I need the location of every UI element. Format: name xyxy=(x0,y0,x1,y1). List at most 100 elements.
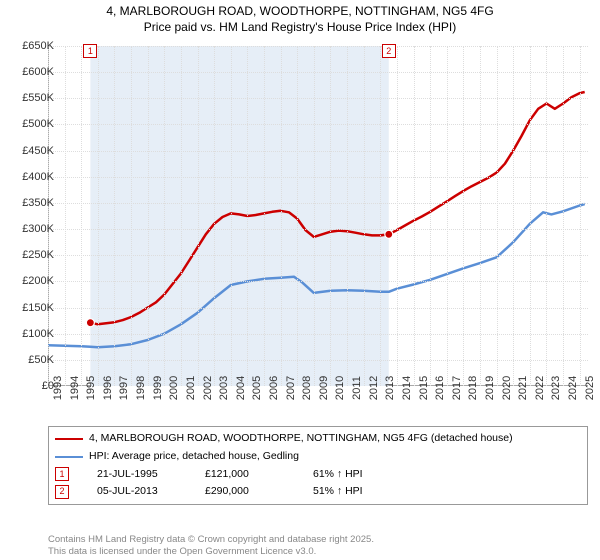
gridline-v xyxy=(513,46,514,386)
footnote: Contains HM Land Registry data © Crown c… xyxy=(48,534,374,558)
xtick-label: 1993 xyxy=(52,376,64,400)
sale-delta-2: 51% ↑ HPI xyxy=(313,484,393,500)
gridline-v xyxy=(430,46,431,386)
ytick-label: £550K xyxy=(22,92,54,104)
xtick-label: 2018 xyxy=(467,376,479,400)
sale-price-2: £290,000 xyxy=(205,484,285,500)
chart-marker-label: 1 xyxy=(83,44,97,58)
sale-row-2: 2 05-JUL-2013 £290,000 51% ↑ HPI xyxy=(55,484,581,500)
xtick-label: 2016 xyxy=(434,376,446,400)
ytick-label: £300K xyxy=(22,223,54,235)
swatch-hpi xyxy=(55,456,83,458)
xtick-label: 2009 xyxy=(318,376,330,400)
legend-label-subject: 4, MARLBOROUGH ROAD, WOODTHORPE, NOTTING… xyxy=(89,431,513,447)
swatch-subject xyxy=(55,438,83,440)
xtick-label: 2025 xyxy=(584,376,596,400)
xtick-label: 2013 xyxy=(384,376,396,400)
xtick-label: 2024 xyxy=(567,376,579,400)
xtick-label: 2019 xyxy=(484,376,496,400)
gridline-v xyxy=(546,46,547,386)
gridline-h xyxy=(48,98,588,99)
chart-container: 4, MARLBOROUGH ROAD, WOODTHORPE, NOTTING… xyxy=(0,0,600,560)
gridline-v xyxy=(98,46,99,386)
ytick-label: £350K xyxy=(22,197,54,209)
title-block: 4, MARLBOROUGH ROAD, WOODTHORPE, NOTTING… xyxy=(0,0,600,35)
ytick-label: £450K xyxy=(22,145,54,157)
xtick-label: 2021 xyxy=(517,376,529,400)
gridline-v xyxy=(148,46,149,386)
xtick-label: 2023 xyxy=(550,376,562,400)
ytick-label: £250K xyxy=(22,249,54,261)
gridline-v xyxy=(247,46,248,386)
xtick-label: 2000 xyxy=(168,376,180,400)
gridline-h xyxy=(48,46,588,47)
xtick-label: 2003 xyxy=(218,376,230,400)
gridline-v xyxy=(314,46,315,386)
ytick-label: £600K xyxy=(22,66,54,78)
gridline-h xyxy=(48,229,588,230)
gridline-h xyxy=(48,124,588,125)
chart-marker-label: 2 xyxy=(382,44,396,58)
ytick-label: £650K xyxy=(22,40,54,52)
xtick-label: 2002 xyxy=(202,376,214,400)
xtick-label: 2015 xyxy=(418,376,430,400)
plot-svg xyxy=(48,46,588,386)
gridline-v xyxy=(297,46,298,386)
gridline-v xyxy=(281,46,282,386)
sale-price-1: £121,000 xyxy=(205,467,285,483)
ytick-label: £200K xyxy=(22,275,54,287)
gridline-h xyxy=(48,334,588,335)
xtick-label: 2014 xyxy=(401,376,413,400)
gridline-v xyxy=(114,46,115,386)
xtick-label: 2007 xyxy=(285,376,297,400)
gridline-v xyxy=(214,46,215,386)
marker-badge-2: 2 xyxy=(55,485,69,499)
xtick-label: 2004 xyxy=(235,376,247,400)
xtick-label: 2001 xyxy=(185,376,197,400)
ytick-label: £50K xyxy=(28,354,54,366)
sale-date-2: 05-JUL-2013 xyxy=(97,484,177,500)
gridline-v xyxy=(81,46,82,386)
gridline-v xyxy=(364,46,365,386)
xtick-label: 1995 xyxy=(85,376,97,400)
sale-row-1: 1 21-JUL-1995 £121,000 61% ↑ HPI xyxy=(55,467,581,483)
marker-badge-1: 1 xyxy=(55,467,69,481)
gridline-h xyxy=(48,255,588,256)
gridline-v xyxy=(530,46,531,386)
xtick-label: 2022 xyxy=(534,376,546,400)
sale-date-1: 21-JUL-1995 xyxy=(97,467,177,483)
marker-num-2: 2 xyxy=(59,485,64,499)
gridline-v xyxy=(463,46,464,386)
sale-delta-1: 61% ↑ HPI xyxy=(313,467,393,483)
footnote-line-2: This data is licensed under the Open Gov… xyxy=(48,546,374,558)
xtick-label: 1996 xyxy=(102,376,114,400)
xtick-label: 1998 xyxy=(135,376,147,400)
xtick-label: 1994 xyxy=(69,376,81,400)
legend-box: 4, MARLBOROUGH ROAD, WOODTHORPE, NOTTING… xyxy=(48,426,588,505)
gridline-v xyxy=(264,46,265,386)
marker-num-1: 1 xyxy=(59,468,64,482)
chart-area: 12 xyxy=(48,46,588,386)
footnote-line-1: Contains HM Land Registry data © Crown c… xyxy=(48,534,374,546)
gridline-v xyxy=(563,46,564,386)
gridline-v xyxy=(380,46,381,386)
gridline-v xyxy=(198,46,199,386)
gridline-h xyxy=(48,151,588,152)
ytick-label: £150K xyxy=(22,302,54,314)
gridline-h xyxy=(48,308,588,309)
gridline-v xyxy=(131,46,132,386)
gridline-h xyxy=(48,281,588,282)
ytick-label: £100K xyxy=(22,328,54,340)
xtick-label: 2005 xyxy=(251,376,263,400)
gridline-v xyxy=(580,46,581,386)
gridline-v xyxy=(480,46,481,386)
gridline-v xyxy=(397,46,398,386)
gridline-h xyxy=(48,72,588,73)
xtick-label: 2020 xyxy=(501,376,513,400)
legend-series-subject: 4, MARLBOROUGH ROAD, WOODTHORPE, NOTTING… xyxy=(55,431,581,447)
xtick-label: 1999 xyxy=(152,376,164,400)
gridline-v xyxy=(181,46,182,386)
gridline-v xyxy=(164,46,165,386)
xtick-label: 1997 xyxy=(118,376,130,400)
legend-label-hpi: HPI: Average price, detached house, Gedl… xyxy=(89,449,299,465)
